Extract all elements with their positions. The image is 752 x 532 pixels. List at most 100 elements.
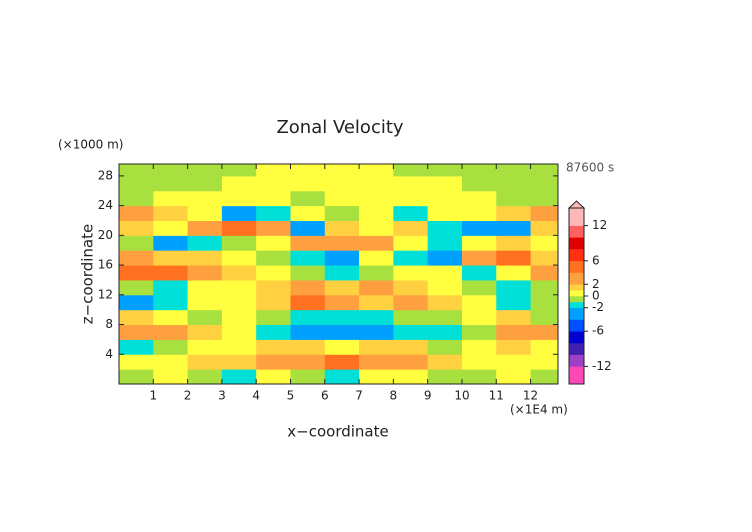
contour-cell <box>153 235 189 251</box>
contour-cell <box>461 220 497 236</box>
contour-cell <box>530 235 559 251</box>
contour-cell <box>530 205 559 221</box>
contour-cell <box>153 164 189 177</box>
colorbar-arrow <box>567 200 586 209</box>
contour-cell <box>119 205 154 221</box>
contour-cell <box>461 265 497 281</box>
contour-cell <box>290 309 326 326</box>
contour-cell <box>256 235 291 251</box>
contour-cell <box>153 339 189 355</box>
contour-cell <box>290 205 326 221</box>
contour-cell <box>187 265 223 281</box>
colorbar-band <box>569 284 584 291</box>
colorbar-tick-label: 6 <box>592 253 600 267</box>
contour-cell <box>119 369 154 385</box>
contour-cell <box>324 354 360 370</box>
contour-cell <box>461 235 497 251</box>
contour-cell <box>153 309 189 326</box>
contour-cell <box>427 309 463 326</box>
contour-cell <box>153 294 189 311</box>
contour-cell <box>427 220 463 236</box>
contour-cell <box>530 175 559 192</box>
contour-cell <box>427 339 463 355</box>
contour-cell <box>324 279 360 296</box>
contour-cell <box>427 265 463 281</box>
contour-cell <box>290 265 326 281</box>
colorbar-tick-label: 0 <box>592 289 600 303</box>
contour-cell <box>153 265 189 281</box>
contour-cell <box>530 279 559 296</box>
contour-cell <box>290 235 326 251</box>
contour-cell <box>496 190 532 207</box>
contour-cell <box>324 235 360 251</box>
contour-cell <box>324 339 360 355</box>
contour-cell <box>187 369 223 385</box>
contour-cell <box>153 190 189 207</box>
contour-cell <box>290 294 326 311</box>
contour-cell <box>187 324 223 340</box>
contour-cell <box>393 235 429 251</box>
contour-cell <box>290 279 326 296</box>
contour-cell <box>530 294 559 311</box>
contour-cell <box>221 220 257 236</box>
contour-cell <box>427 175 463 192</box>
contour-cell <box>359 265 394 281</box>
x-axis-label: x−coordinate <box>287 423 388 441</box>
colorbar-band <box>569 260 584 273</box>
contour-cell <box>256 164 291 177</box>
contour-cell <box>256 205 291 221</box>
plot-frame <box>118 163 559 385</box>
contour-cell <box>221 279 257 296</box>
chart-title: Zonal Velocity <box>276 117 403 138</box>
contour-cell <box>119 235 154 251</box>
colorbar-tick-label: 12 <box>592 218 607 232</box>
contour-cell <box>187 279 223 296</box>
contour-cell <box>530 309 559 326</box>
contour-cell <box>324 205 360 221</box>
contour-cell <box>359 235 394 251</box>
colorbar-band <box>569 366 584 385</box>
contour-cell <box>324 190 360 207</box>
contour-cell <box>461 164 497 177</box>
contour-cell <box>221 339 257 355</box>
contour-cell <box>290 220 326 236</box>
contour-cell <box>496 175 532 192</box>
contour-cell <box>496 369 532 385</box>
contour-cell <box>187 164 223 177</box>
contour-cell <box>324 324 360 340</box>
contour-cell <box>427 279 463 296</box>
colorbar-band <box>569 319 584 332</box>
contour-cell <box>393 369 429 385</box>
x-tick-label: 8 <box>390 389 398 403</box>
contour-cell <box>496 339 532 355</box>
contour-cell <box>359 324 394 340</box>
contour-cell <box>187 294 223 311</box>
contour-cell <box>530 220 559 236</box>
contour-cell <box>119 354 154 370</box>
contour-cell <box>427 164 463 177</box>
contour-cell <box>461 205 497 221</box>
contour-cell <box>256 309 291 326</box>
contour-cell <box>496 250 532 266</box>
contour-cell <box>461 369 497 385</box>
contour-cell <box>427 294 463 311</box>
contour-cell <box>359 369 394 385</box>
y-tick-label: 24 <box>98 198 113 212</box>
contour-cell <box>496 279 532 296</box>
contour-cell <box>153 369 189 385</box>
colorbar-band <box>569 249 584 262</box>
contour-cell <box>359 175 394 192</box>
x-tick-label: 11 <box>489 389 504 403</box>
colorbar-band <box>569 307 584 320</box>
contour-cell <box>290 369 326 385</box>
contour-cell <box>461 324 497 340</box>
contour-cell <box>496 235 532 251</box>
contour-cell <box>187 190 223 207</box>
contour-cell <box>221 324 257 340</box>
contour-cell <box>256 324 291 340</box>
y-tick-label: 4 <box>105 347 113 361</box>
contour-cell <box>530 190 559 207</box>
contour-cell <box>359 190 394 207</box>
contour-cell <box>496 205 532 221</box>
contour-cell <box>359 354 394 370</box>
